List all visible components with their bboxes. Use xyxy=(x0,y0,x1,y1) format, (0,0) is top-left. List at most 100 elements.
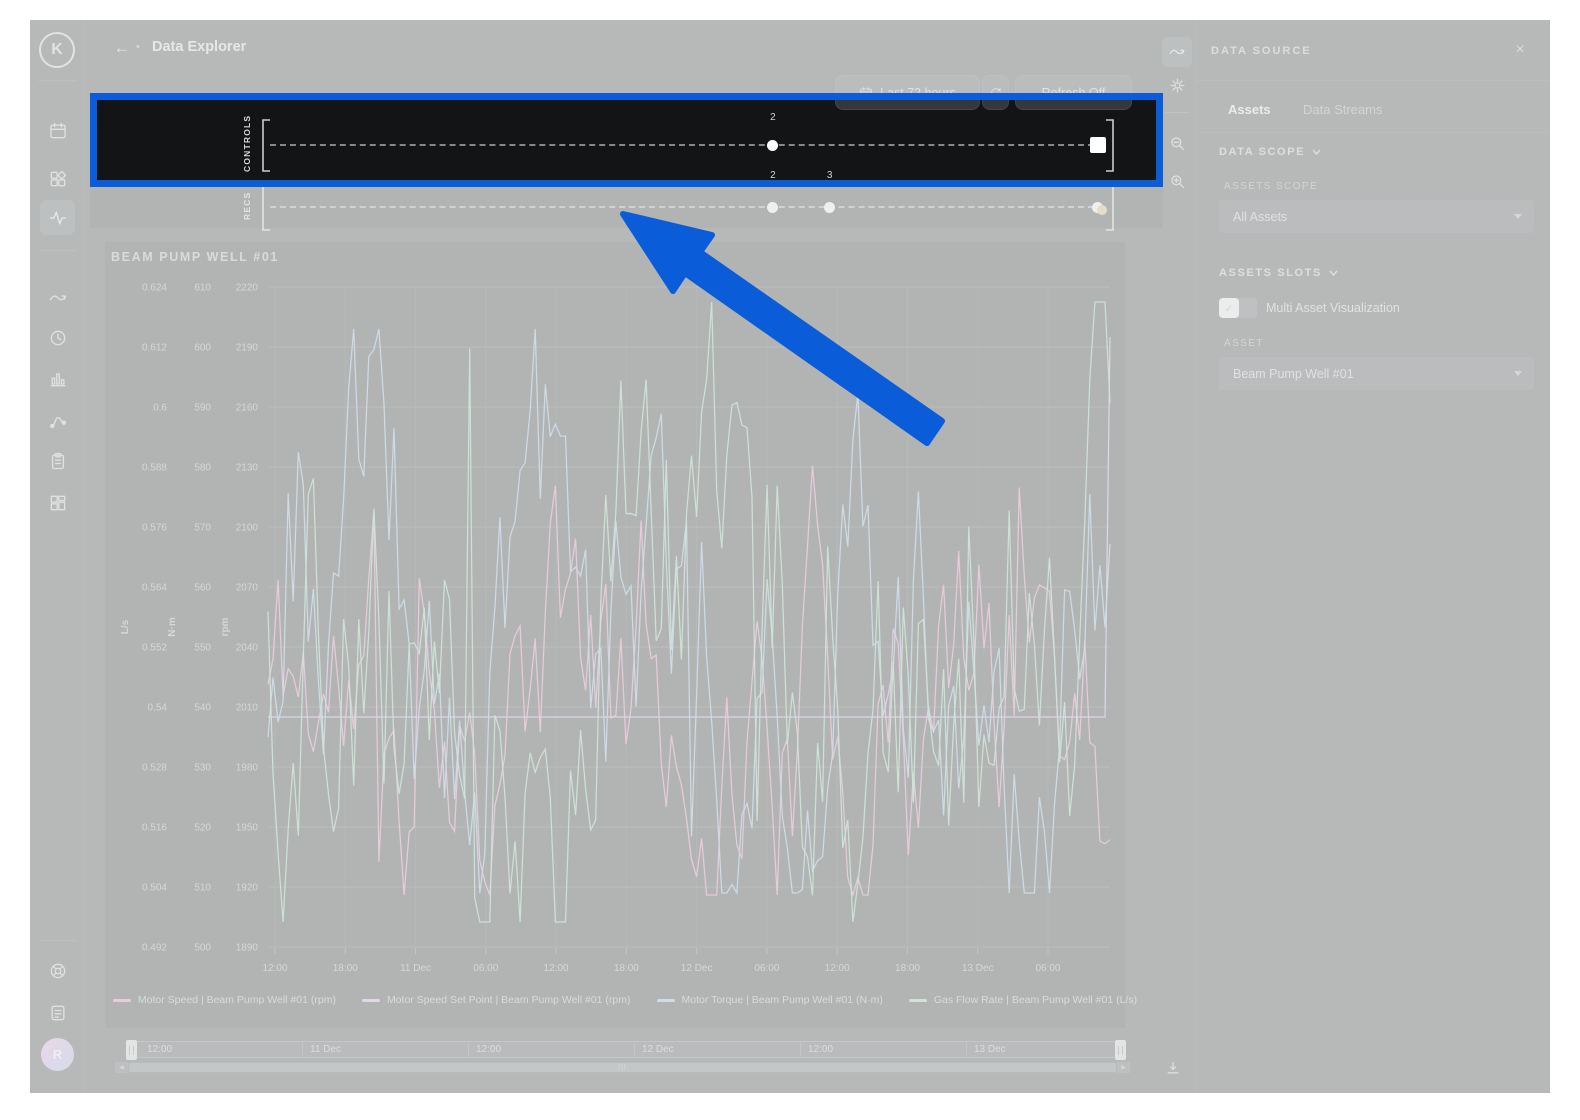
sidebar-item-help[interactable] xyxy=(45,958,70,983)
strip-divider xyxy=(1165,112,1189,113)
page-title: Data Explorer xyxy=(152,39,246,55)
calendar-icon xyxy=(859,86,873,100)
download-button[interactable] xyxy=(1160,1055,1186,1081)
sidebar-item-recommendations[interactable] xyxy=(45,325,70,350)
y-axis-tick: 570 xyxy=(194,523,211,534)
panel-title: DATA SOURCE xyxy=(1211,45,1312,57)
applications-grid-icon xyxy=(48,169,68,189)
event-marker-dot[interactable] xyxy=(767,140,778,151)
y-axis-tick: 2130 xyxy=(236,463,259,474)
range-label: 12 Dec xyxy=(642,1044,674,1055)
chart-legend: Motor Speed | Beam Pump Well #01 (rpm)Mo… xyxy=(135,994,1115,1006)
bar-chart-icon xyxy=(48,369,68,389)
legend-label: Gas Flow Rate | Beam Pump Well #01 (L/s) xyxy=(934,994,1137,1006)
avatar[interactable]: R xyxy=(41,1038,74,1071)
y-axis-tick: 510 xyxy=(194,883,211,894)
y-axis-tick: 0.564 xyxy=(142,583,167,594)
y-axis-tick: 2190 xyxy=(236,343,259,354)
sidebar-item-process-flow[interactable] xyxy=(45,408,70,433)
chevron-down-icon xyxy=(1312,149,1321,155)
sidebar-item-applications[interactable] xyxy=(45,166,70,191)
event-marker-dot[interactable] xyxy=(824,202,835,213)
y-axis-tick: 0.516 xyxy=(142,823,167,834)
range-label: 12:00 xyxy=(476,1044,501,1055)
chevron-down-icon xyxy=(1514,214,1522,219)
sidebar-item-reports[interactable] xyxy=(45,366,70,391)
multi-asset-toggle[interactable]: ✓ xyxy=(1219,298,1257,318)
legend-swatch xyxy=(657,999,675,1002)
chevron-down-icon xyxy=(1329,270,1338,276)
x-axis-tick: 13 Dec xyxy=(962,963,994,974)
recs-end-orange-marker[interactable] xyxy=(1097,205,1107,215)
chart-tools-active-button[interactable] xyxy=(1162,37,1192,67)
assets-slots-section-header[interactable]: ASSETS SLOTS xyxy=(1219,267,1338,279)
zoom-out-icon xyxy=(1168,134,1187,153)
y-axis-tick: 610 xyxy=(194,283,211,294)
sidebar-item-audit[interactable] xyxy=(45,448,70,473)
line-chart: 12:0018:0011 Dec06:0012:0018:0012 Dec06:… xyxy=(105,242,1125,1028)
flow-icon xyxy=(48,411,68,431)
sidebar-item-notes[interactable] xyxy=(45,1000,70,1025)
scroll-left-icon[interactable]: ◀ xyxy=(115,1062,128,1073)
controls-end-handle[interactable] xyxy=(1090,137,1106,153)
range-label: 12:00 xyxy=(147,1044,172,1055)
range-separator xyxy=(966,1042,967,1057)
tab-assets[interactable]: Assets xyxy=(1228,102,1271,117)
event-marker-dot[interactable] xyxy=(767,202,778,213)
zoom-in-button[interactable] xyxy=(1166,170,1188,192)
recs-left-bracket xyxy=(262,184,271,231)
settings-button[interactable] xyxy=(1166,74,1188,96)
waveform-icon xyxy=(48,208,68,228)
data-scope-section-header[interactable]: DATA SCOPE xyxy=(1219,146,1321,158)
assets-scope-select[interactable]: All Assets xyxy=(1219,200,1534,233)
y-axis-tick: 2100 xyxy=(236,523,259,534)
zoom-out-button[interactable] xyxy=(1166,132,1188,154)
x-axis-tick: 12:00 xyxy=(544,963,569,974)
assets-scope-label: ASSETS SCOPE xyxy=(1224,181,1318,192)
controls-left-bracket xyxy=(262,119,271,172)
range-left-handle[interactable] xyxy=(126,1040,137,1060)
y-axis-tick: 550 xyxy=(194,643,211,654)
y-axis-tick: 2220 xyxy=(236,283,259,294)
time-range-button[interactable]: Last 72 hours xyxy=(835,75,980,110)
timeline-scrollbar[interactable]: ◀ ||| ▶ xyxy=(115,1062,1130,1073)
time-range-selector[interactable]: 12:0011 Dec12:0012 Dec12:0013 Dec xyxy=(134,1041,1118,1058)
legend-item[interactable]: Gas Flow Rate | Beam Pump Well #01 (L/s) xyxy=(909,994,1137,1006)
asset-select[interactable]: Beam Pump Well #01 xyxy=(1219,357,1534,390)
controls-track-line[interactable]: 2 xyxy=(270,144,1104,146)
event-marker-count: 2 xyxy=(770,112,776,123)
legend-item[interactable]: Motor Torque | Beam Pump Well #01 (N·m) xyxy=(657,994,883,1006)
scrollbar-thumb[interactable]: ||| xyxy=(129,1063,1116,1072)
controls-track-label: CONTROLS xyxy=(242,120,260,172)
y-axis-tick: 0.504 xyxy=(142,883,167,894)
chart-panel: BEAM PUMP WELL #01 12:0018:0011 Dec06:00… xyxy=(105,242,1125,1028)
legend-item[interactable]: Motor Speed Set Point | Beam Pump Well #… xyxy=(362,994,631,1006)
x-axis-tick: 12 Dec xyxy=(681,963,713,974)
y-axis-tick: 530 xyxy=(194,763,211,774)
sidebar-item-calendar[interactable] xyxy=(45,118,70,143)
k-logo[interactable]: K xyxy=(39,32,75,68)
sidebar-item-data-explorer[interactable] xyxy=(40,200,75,235)
controls-right-bracket xyxy=(1105,119,1114,172)
y-axis-tick: 0.588 xyxy=(142,463,167,474)
legend-item[interactable]: Motor Speed | Beam Pump Well #01 (rpm) xyxy=(113,994,336,1006)
y-axis-tick: 590 xyxy=(194,403,211,414)
legend-label: Motor Torque | Beam Pump Well #01 (N·m) xyxy=(682,994,883,1006)
refresh-icon-button[interactable] xyxy=(982,75,1009,110)
sidebar-item-dashboards[interactable] xyxy=(45,490,70,515)
range-label: 11 Dec xyxy=(310,1044,341,1055)
scroll-right-icon[interactable]: ▶ xyxy=(1117,1062,1130,1073)
sidebar-item-trend[interactable] xyxy=(45,285,70,310)
tab-data-streams[interactable]: Data Streams xyxy=(1303,102,1382,117)
tiles-icon xyxy=(48,493,68,513)
recs-track-line[interactable]: 23 xyxy=(270,206,1104,208)
refresh-off-button[interactable]: Refresh Off xyxy=(1015,75,1132,110)
close-icon[interactable]: × xyxy=(1510,40,1530,60)
y-axis-tick: 500 xyxy=(194,943,211,954)
trend-icon xyxy=(48,288,68,308)
back-arrow-icon[interactable]: ← xyxy=(110,36,134,60)
y-axis-tick: 0.492 xyxy=(142,943,167,954)
clipboard-icon xyxy=(48,451,68,471)
x-axis-tick: 11 Dec xyxy=(400,963,431,974)
range-right-handle[interactable] xyxy=(1115,1040,1126,1060)
